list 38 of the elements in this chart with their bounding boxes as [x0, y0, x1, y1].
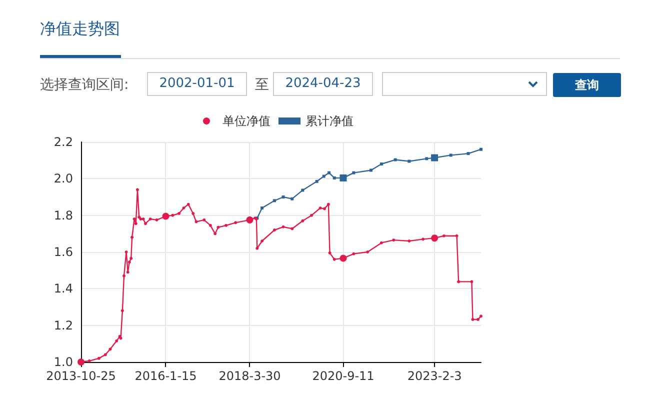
legend-label: 单位净值 [222, 114, 270, 128]
x-tick-label: 2016-1-15 [134, 369, 197, 383]
text: 至 [255, 76, 269, 95]
point [315, 180, 318, 183]
point [480, 148, 482, 151]
y-tick-label: 1.2 [54, 318, 73, 332]
point [301, 188, 304, 192]
legend-label: 累计净值 [306, 114, 354, 128]
point [352, 171, 356, 174]
point [272, 199, 276, 202]
text: 选择查询区间: [40, 76, 129, 95]
point [425, 157, 428, 160]
point [332, 176, 336, 180]
point [394, 158, 397, 162]
point [322, 174, 326, 178]
y-tick-label: 1.4 [54, 282, 73, 296]
chart-title: 净值走势图 [40, 19, 120, 40]
y-tick-label: 2.0 [54, 172, 73, 186]
x-tick-label: 2020-9-11 [312, 369, 374, 383]
text: 2002-01-01 [147, 72, 247, 96]
y-tick-label: 2.2 [54, 135, 73, 149]
point [260, 206, 264, 210]
y-tick-label: 1.0 [54, 355, 73, 369]
point [328, 171, 331, 174]
point [466, 152, 470, 156]
point [449, 154, 452, 157]
text: 2024-04-23 [273, 72, 373, 96]
text: 查询 [553, 73, 621, 97]
point [408, 160, 411, 163]
point [282, 196, 285, 198]
point [370, 168, 373, 172]
point [290, 197, 294, 200]
point [380, 162, 383, 166]
x-tick-label: 2018-3-30 [218, 369, 281, 383]
x-tick-label: 2013-10-25 [46, 369, 116, 383]
y-tick-label: 1.8 [54, 208, 73, 222]
x-tick-label: 2023-2-3 [407, 369, 462, 383]
y-tick-label: 1.6 [54, 245, 73, 259]
